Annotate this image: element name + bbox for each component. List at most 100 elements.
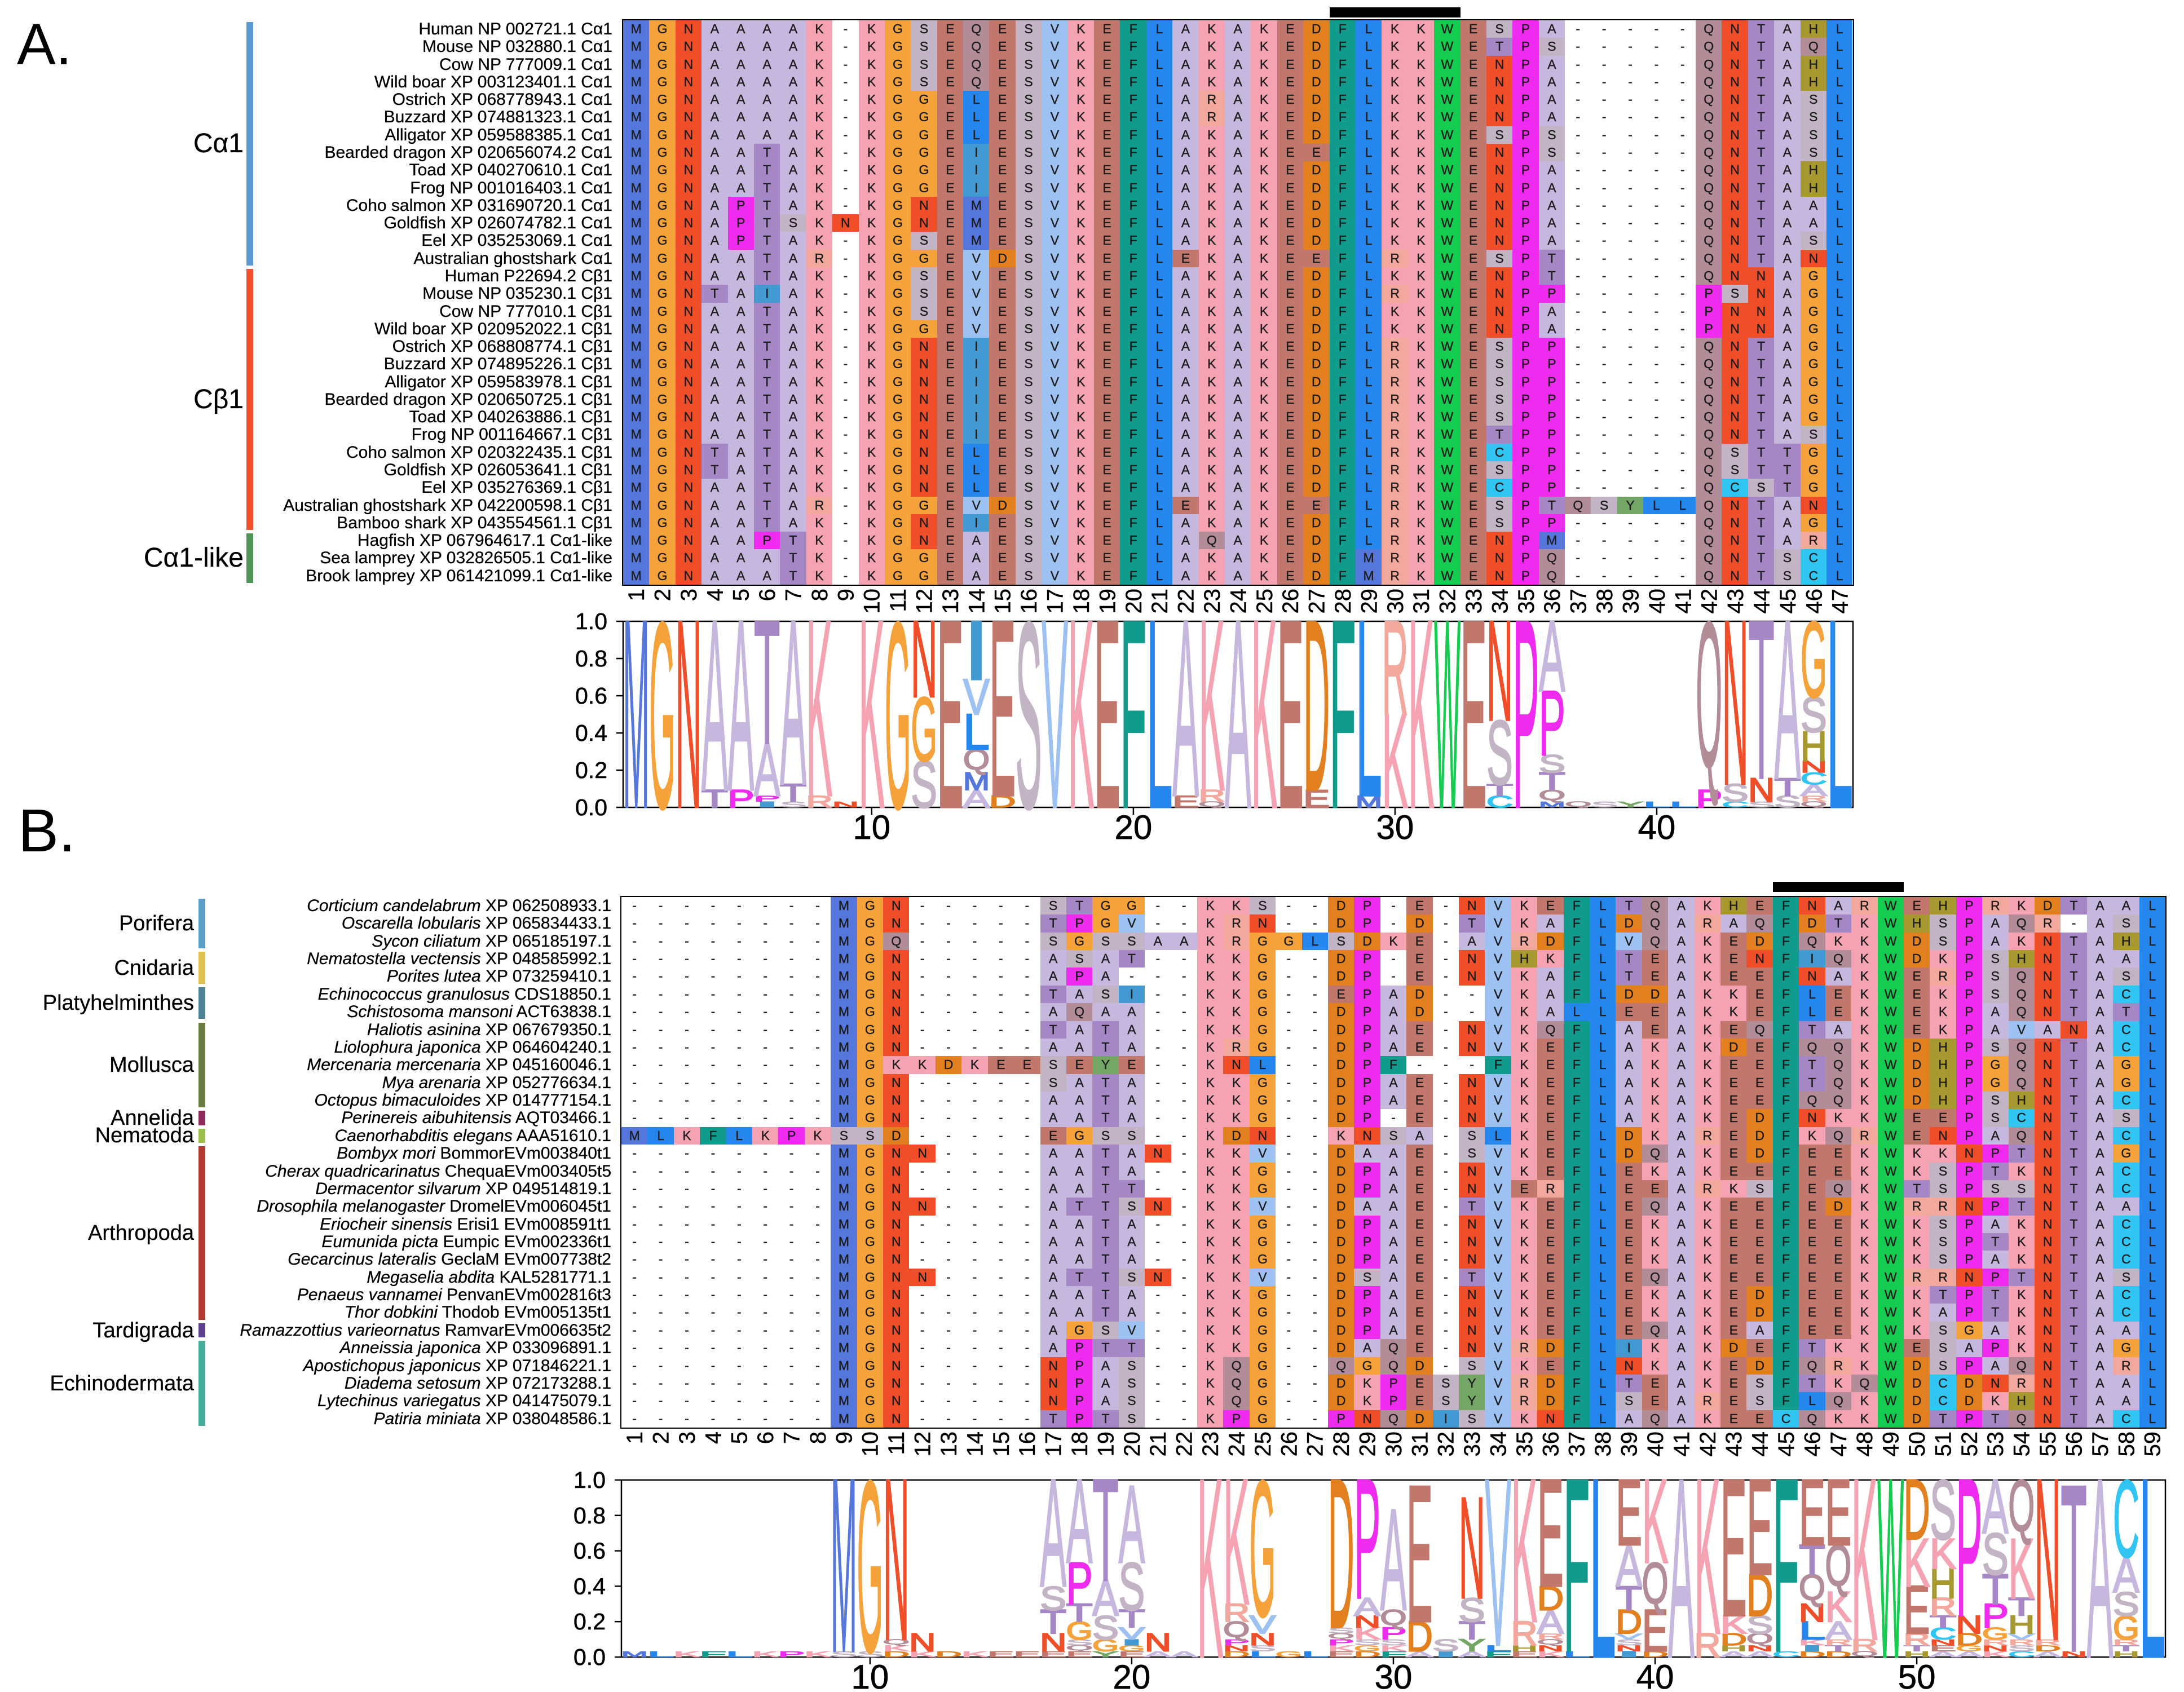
svg-text:T: T [754,584,780,781]
svg-text:E: E [1172,792,1199,811]
svg-text:N: N [1486,590,1513,750]
svg-text:N: N [1249,1630,1276,1649]
svg-text:N: N [1616,1644,1642,1653]
svg-text:C: C [1722,800,1749,809]
svg-text:14: 14 [963,1432,987,1457]
svg-text:24: 24 [1224,1432,1249,1457]
svg-text:T: T [1616,1579,1642,1618]
svg-text:34: 34 [1486,1432,1511,1457]
svg-text:41: 41 [1671,589,1696,614]
svg-text:A: A [1801,781,1828,799]
svg-text:55: 55 [2036,1432,2061,1457]
svg-text:D: D [2035,1644,2061,1653]
svg-text:D: D [1956,1630,1982,1649]
svg-text:0.8: 0.8 [573,1503,606,1528]
svg-text:33: 33 [1460,1432,1485,1457]
svg-text:C: C [2113,1459,2139,1580]
svg-text:43: 43 [1722,1432,1746,1457]
svg-text:P: P [727,785,754,813]
svg-text:1: 1 [624,589,649,601]
svg-text:R: R [1825,1638,1851,1647]
svg-text:38: 38 [1591,1432,1616,1457]
svg-text:E: E [1328,1649,1354,1659]
svg-text:H: H [2113,1649,2139,1659]
svg-text:T: T [1539,767,1565,796]
svg-text:A: A [1537,1603,1564,1641]
svg-text:S: S [1801,687,1827,743]
svg-text:S: S [1591,800,1618,809]
svg-text:T: T [1459,1617,1485,1645]
svg-text:N: N [1799,1599,1825,1627]
svg-text:L: L [726,1649,752,1659]
svg-text:0.2: 0.2 [573,1609,606,1634]
svg-text:S: S [1539,750,1565,778]
svg-text:S: S [1722,779,1749,807]
svg-text:Q: Q [1746,1631,1773,1646]
svg-text:38: 38 [1592,589,1617,614]
svg-text:L: L [1826,564,1853,865]
svg-text:Q: Q [1642,1552,1669,1616]
svg-text:P: P [1380,1624,1407,1643]
svg-text:P: P [778,1649,805,1659]
svg-text:T: T [1748,573,1775,827]
svg-text:19: 19 [1095,589,1120,614]
svg-text:N: N [1956,1611,1982,1639]
svg-text:2: 2 [649,1432,674,1444]
svg-text:26: 26 [1278,589,1303,614]
svg-text:E: E [1303,785,1330,813]
svg-text:C: C [1486,792,1513,811]
svg-text:A: A [2086,1425,2113,1692]
svg-text:D: D [1328,1435,1354,1673]
svg-text:35: 35 [1514,589,1539,614]
svg-text:P: P [754,794,780,803]
svg-text:P: P [1223,1638,1250,1647]
svg-text:A: A [1774,573,1801,827]
svg-text:36: 36 [1540,589,1565,614]
svg-text:M: M [963,767,990,796]
svg-text:F: F [1330,564,1356,865]
svg-text:E: E [1511,1649,1538,1659]
svg-text:46: 46 [1802,589,1826,614]
svg-text:40: 40 [1636,1658,1674,1692]
svg-text:K: K [1511,1437,1538,1666]
svg-text:N: N [1722,571,1749,835]
svg-text:K: K [1825,1583,1851,1631]
svg-text:T: T [1825,1644,1851,1653]
svg-text:H: H [1930,1560,1956,1607]
svg-text:0.6: 0.6 [573,1538,606,1564]
svg-text:E: E [937,564,964,865]
svg-text:G: G [1249,1441,1276,1657]
svg-text:D: D [1354,1649,1380,1659]
svg-text:A: A [780,571,806,835]
svg-text:E: E [989,567,1016,850]
svg-text:50: 50 [1898,1658,1936,1692]
svg-text:F: F [1380,1649,1407,1659]
svg-text:L: L [1356,567,1382,850]
svg-text:10: 10 [851,1658,889,1692]
svg-text:C: C [1930,1624,1956,1643]
svg-text:G: G [649,568,676,864]
svg-text:21: 21 [1146,1432,1171,1457]
svg-text:13: 13 [938,589,963,614]
svg-text:R: R [1904,1630,1930,1649]
svg-text:T: T [780,779,806,807]
svg-text:G: G [1982,1624,2009,1643]
svg-text:C: C [2008,1650,2035,1659]
svg-text:D: D [1616,1603,1642,1641]
svg-text:T: T [1799,1536,1825,1584]
svg-text:N: N [1746,1644,1773,1653]
svg-text:K: K [1354,1624,1381,1643]
svg-text:V: V [1118,1624,1145,1643]
svg-text:K: K [858,564,885,865]
svg-text:S: S [1016,568,1042,864]
svg-text:Q: Q [1199,800,1225,808]
svg-text:K: K [1799,1638,1826,1647]
svg-text:29: 29 [1356,1432,1380,1457]
svg-text:18: 18 [1069,589,1094,614]
svg-text:S: S [2113,1585,2139,1623]
svg-text:1.0: 1.0 [573,1467,606,1493]
svg-text:H: H [2008,1611,2035,1639]
svg-text:A: A [2113,1546,2139,1603]
svg-text:1.0: 1.0 [575,608,607,634]
svg-text:3: 3 [677,589,701,601]
